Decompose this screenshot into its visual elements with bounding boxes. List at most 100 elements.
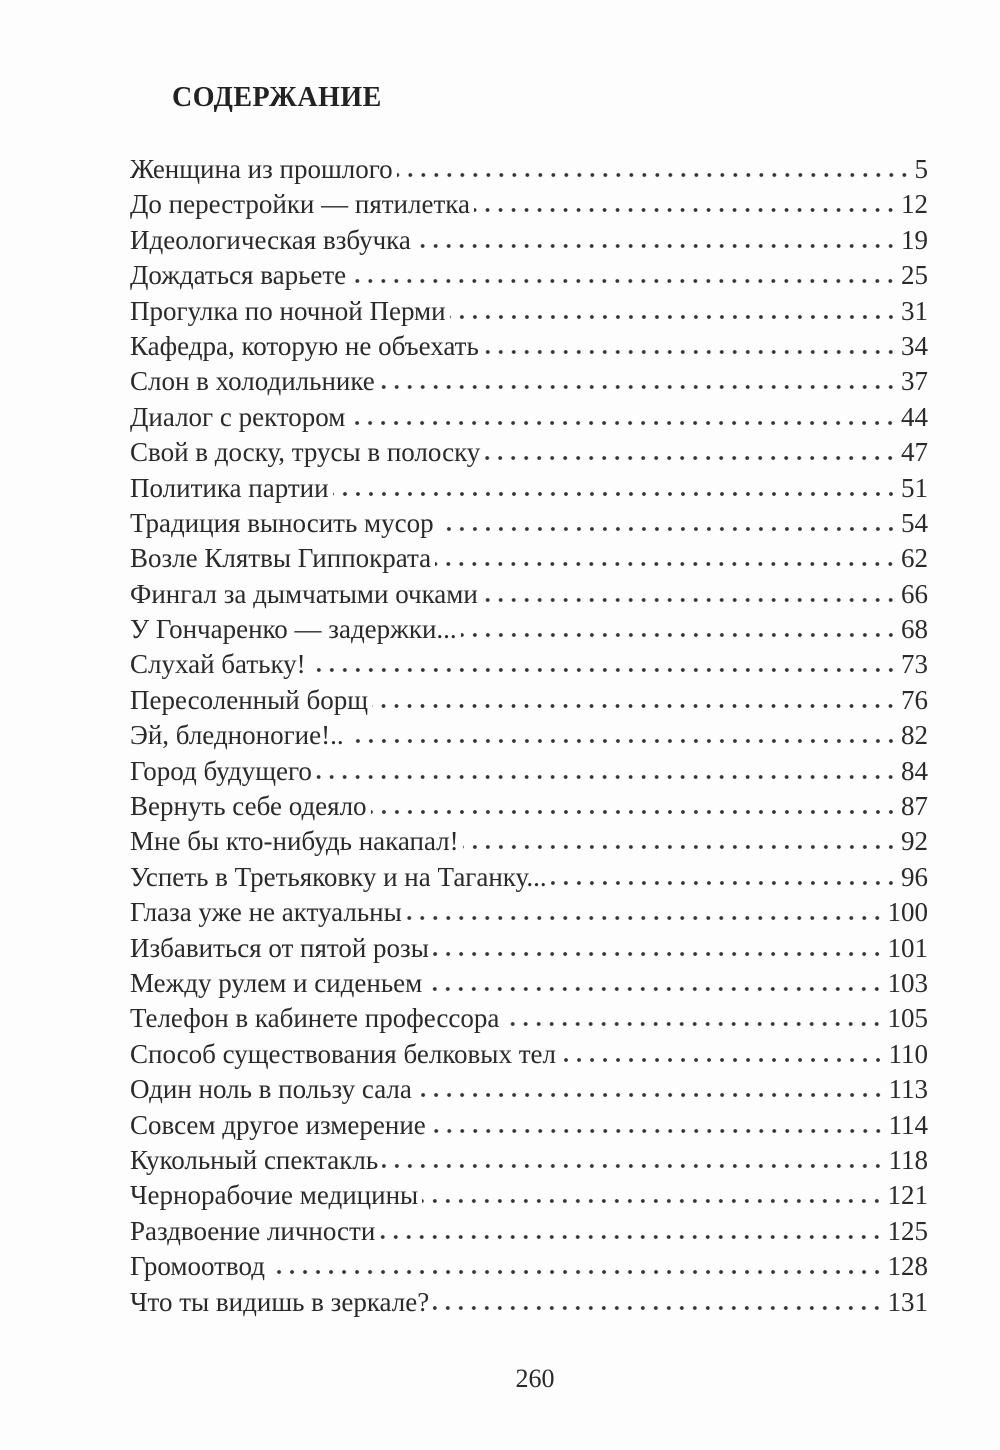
dot-leader	[382, 1162, 885, 1169]
dot-leader	[426, 985, 884, 992]
entry-page: 118	[888, 1144, 929, 1175]
entry-page: 47	[901, 437, 928, 468]
entry-title: Совсем другое измерение	[130, 1109, 426, 1140]
entry-title: Между рулем и сиденьем	[130, 967, 423, 998]
toc-entry: Способ существования белковых тел 110	[130, 1037, 928, 1072]
entry-page: 62	[901, 543, 928, 574]
dot-leader	[550, 879, 897, 886]
entry-page: 12	[901, 189, 928, 220]
entry-title: Кафедра, которую не объехать	[130, 330, 479, 361]
entry-title: Фингал за дымчатыми очками	[130, 578, 478, 609]
entry-page: 103	[887, 967, 929, 998]
entry-title: До перестройки — пятилетка	[130, 189, 470, 220]
toc-entry: Пересоленный борщ 76	[130, 683, 928, 718]
toc-entry: Слухай батьку! 73	[130, 647, 928, 682]
entry-title: Вернуть себе одеяло	[130, 791, 367, 822]
entry-title: Женщина из прошлого	[130, 154, 393, 184]
toc-entry: Избавиться от пятой розы 101	[130, 931, 928, 966]
dot-leader	[372, 702, 897, 709]
toc-entry: Слон в холодильнике 37	[130, 364, 928, 399]
toc-entry: Женщина из прошлого 5	[130, 152, 928, 187]
entry-page: 125	[887, 1215, 929, 1246]
entry-title: Политика партии	[130, 472, 329, 503]
entry-page: 31	[901, 295, 928, 326]
entry-page: 44	[901, 401, 928, 432]
dot-leader	[268, 1269, 884, 1276]
entry-page: 68	[901, 614, 928, 645]
dot-leader	[449, 313, 897, 320]
dot-leader	[559, 1056, 885, 1063]
entry-title: Кукольный спектакль	[130, 1144, 379, 1175]
toc-entry: Город будущего 84	[130, 754, 928, 789]
entry-title: Традиция выносить мусор	[130, 507, 434, 538]
toc-entry: Фингал за дымчатыми очками 66	[130, 577, 928, 612]
entry-page: 51	[901, 472, 928, 503]
toc-entry: Один ноль в пользу сала 113	[130, 1072, 928, 1107]
toc-entry: Мне бы кто-нибудь накапал! 92	[130, 824, 928, 859]
dot-leader	[379, 1233, 884, 1240]
toc-entry: Идеологическая взбучка 19	[130, 223, 928, 258]
entry-page: 19	[901, 224, 928, 255]
entry-page: 87	[901, 791, 928, 822]
toc-entry: Раздвоение личности 125	[130, 1214, 928, 1249]
toc-entry: Возле Клятвы Гиппократа 62	[130, 541, 928, 576]
toc-entry: Кукольный спектакль 118	[130, 1143, 928, 1178]
dot-leader	[349, 419, 897, 426]
page-number: 260	[515, 1364, 555, 1393]
toc-entry: Совсем другое измерение 114	[130, 1108, 928, 1143]
dot-leader	[435, 561, 897, 568]
toc-entry: Свой в доску, трусы в полоску 47	[130, 435, 928, 470]
entry-title: Один ноль в пользу сала	[130, 1074, 412, 1105]
dot-leader	[482, 348, 897, 355]
entry-page: 100	[887, 897, 929, 928]
entry-title: Пересоленный борщ	[130, 684, 368, 715]
dot-leader	[433, 1304, 884, 1311]
entry-title: Мне бы кто-нибудь накапал!	[130, 826, 459, 857]
table-of-contents: Женщина из прошлого 5 До перестройки — пят…	[130, 152, 928, 1320]
entry-title: Громоотвод	[130, 1251, 265, 1282]
toc-entry: Что ты видишь в зеркале? 131	[130, 1285, 928, 1320]
dot-leader	[415, 1092, 885, 1099]
toc-entry: Между рулем и сиденьем 103	[130, 966, 928, 1001]
entry-title: Слухай батьку!	[130, 649, 306, 680]
toc-entry: Телефон в кабинете профессора 105	[130, 1001, 928, 1036]
dot-leader	[460, 632, 897, 639]
dot-leader	[350, 278, 897, 285]
dot-leader	[503, 1021, 884, 1028]
entry-page: 54	[901, 507, 928, 538]
entry-title: У Гончаренко — задержки...	[130, 614, 457, 645]
entry-page: 34	[901, 330, 928, 361]
entry-title: Идеологическая взбучка	[130, 224, 411, 255]
entry-page: 105	[887, 1003, 929, 1034]
entry-page: 66	[901, 578, 928, 609]
toc-entry: У Гончаренко — задержки... 68	[130, 612, 928, 647]
toc-entry: Вернуть себе одеяло 87	[130, 789, 928, 824]
toc-entry: До перестройки — пятилетка 12	[130, 187, 928, 222]
dot-leader	[332, 490, 897, 497]
entry-title: Прогулка по ночной Перми	[130, 295, 446, 326]
dot-leader	[309, 667, 897, 674]
entry-title: Глаза уже не актуальны	[130, 897, 402, 928]
entry-page: 101	[887, 932, 929, 963]
dot-leader	[414, 242, 897, 249]
entry-page: 73	[901, 649, 928, 680]
entry-page: 84	[901, 755, 928, 786]
entry-title: Успеть в Третьяковку и на Таганку...	[130, 861, 547, 892]
dot-leader	[315, 773, 897, 780]
toc-entry: Чернорабочие медицины 121	[130, 1178, 928, 1213]
entry-page: 25	[901, 260, 928, 291]
entry-title: Диалог с ректором	[130, 401, 346, 432]
entry-page: 121	[887, 1180, 929, 1211]
entry-page: 76	[901, 684, 928, 715]
toc-entry: Глаза уже не актуальны 100	[130, 895, 928, 930]
toc-entry: Кафедра, которую не объехать 34	[130, 329, 928, 364]
entry-page: 5	[914, 154, 929, 184]
toc-entry: Традиция выносить мусор 54	[130, 506, 928, 541]
entry-title: Возле Клятвы Гиппократа	[130, 543, 432, 574]
entry-page: 82	[901, 720, 928, 751]
entry-title: Избавиться от пятой розы	[130, 932, 429, 963]
entry-page: 131	[887, 1286, 929, 1317]
page-title: СОДЕРЖАНИЕ	[172, 82, 382, 113]
entry-title: Что ты видишь в зеркале?	[130, 1286, 430, 1317]
toc-entry: Громоотвод 128	[130, 1249, 928, 1284]
